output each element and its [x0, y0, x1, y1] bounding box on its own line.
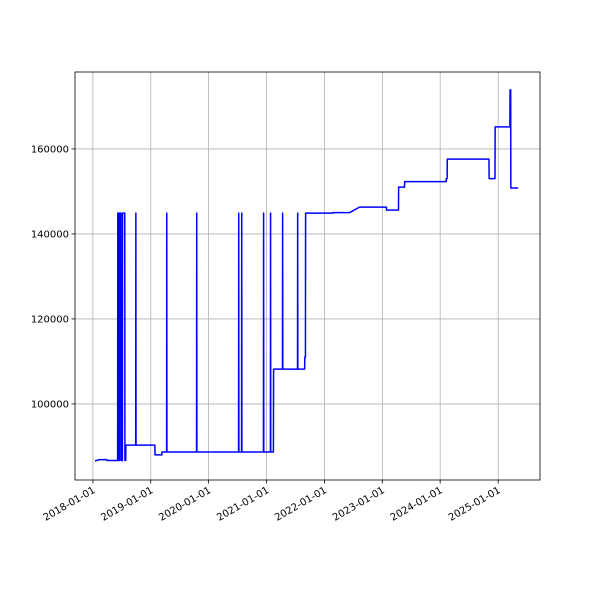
x-tick-label: 2025-01-01: [447, 485, 503, 524]
y-tick-label: 160000: [31, 144, 69, 155]
grid: [75, 72, 540, 480]
x-tick-label: 2022-01-01: [273, 485, 329, 524]
y-tick-label: 120000: [31, 314, 69, 325]
x-tick-label: 2024-01-01: [389, 485, 445, 524]
y-tick-label: 140000: [31, 229, 69, 240]
x-tick-label: 2020-01-01: [157, 485, 213, 524]
data-line: [94, 89, 519, 462]
x-tick-label: 2019-01-01: [99, 485, 155, 524]
y-tick-label: 100000: [31, 399, 69, 410]
plot-area: [94, 89, 519, 462]
x-tick-label: 2021-01-01: [215, 485, 271, 524]
x-tick-label: 2018-01-01: [42, 485, 98, 524]
x-tick-label: 2023-01-01: [331, 485, 387, 524]
axes-frame: [74, 71, 541, 481]
